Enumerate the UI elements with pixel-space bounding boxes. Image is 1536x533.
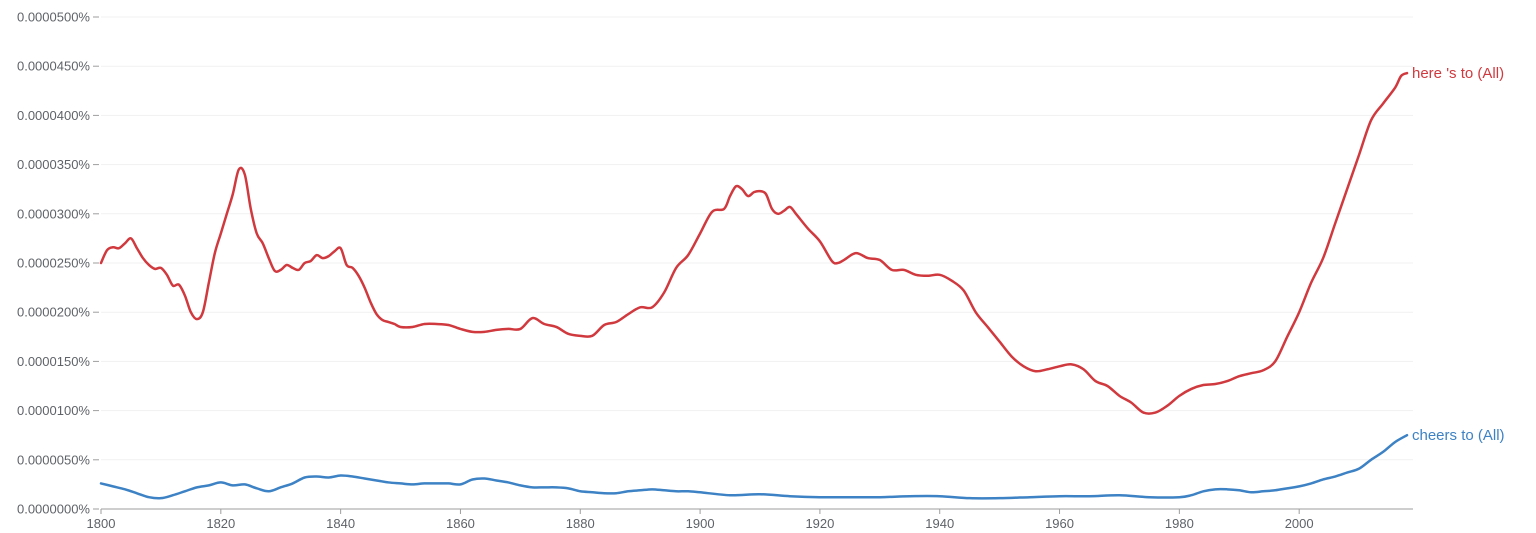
y-tick-label: 0.0000100% bbox=[17, 403, 90, 418]
y-tick-label: 0.0000450% bbox=[17, 59, 90, 74]
y-tick-label: 0.0000000% bbox=[17, 502, 90, 517]
x-tick-label: 2000 bbox=[1285, 516, 1314, 531]
series-line-heres-to bbox=[99, 71, 1409, 415]
x-tick-label: 1820 bbox=[206, 516, 235, 531]
x-tick-label: 1960 bbox=[1045, 516, 1074, 531]
y-tick-label: 0.0000400% bbox=[17, 108, 90, 123]
series-label-cheers-to: cheers to (All) bbox=[1412, 427, 1505, 444]
x-tick-label: 1860 bbox=[446, 516, 475, 531]
y-tick-label: 0.0000150% bbox=[17, 354, 90, 369]
series-lines bbox=[99, 71, 1409, 500]
x-tick-label: 1900 bbox=[686, 516, 715, 531]
gridlines bbox=[101, 16, 1413, 461]
y-tick-label: 0.0000350% bbox=[17, 157, 90, 172]
x-axis: 1800 1820 1840 1860 1880 1900 1920 1940 1960 1980… bbox=[87, 508, 1413, 531]
y-tick-label: 0.0000300% bbox=[17, 206, 90, 221]
x-tick-label: 1940 bbox=[925, 516, 954, 531]
series-line-cheers-to bbox=[99, 433, 1409, 500]
series-label-heres-to: here 's to (All) bbox=[1412, 65, 1504, 82]
y-tick-label: 0.0000050% bbox=[17, 452, 90, 467]
x-tick-label: 1980 bbox=[1165, 516, 1194, 531]
x-tick-label: 1800 bbox=[87, 516, 116, 531]
y-tick-label: 0.0000250% bbox=[17, 256, 90, 271]
x-tick-label: 1880 bbox=[566, 516, 595, 531]
x-tick-label: 1840 bbox=[326, 516, 355, 531]
series-labels: here 's to (All) cheers to (All) bbox=[1412, 65, 1505, 444]
x-tick-label: 1920 bbox=[805, 516, 834, 531]
y-axis: 0.0000000% 0.0000050% 0.0000100% 0.0000150%… bbox=[17, 10, 99, 517]
y-tick-label: 0.0000500% bbox=[17, 10, 90, 25]
y-tick-label: 0.0000200% bbox=[17, 305, 90, 320]
